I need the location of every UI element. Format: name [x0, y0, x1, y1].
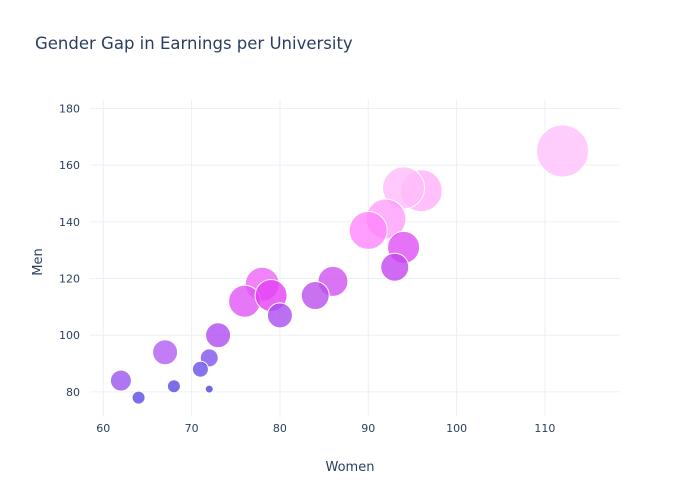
x-axis-label: Women [326, 460, 375, 475]
x-tick-label: 100 [446, 422, 467, 435]
x-tick-label: 110 [534, 422, 555, 435]
data-point[interactable] [152, 339, 179, 366]
data-point[interactable] [348, 210, 388, 250]
data-point[interactable] [205, 322, 232, 349]
y-tick-label: 140 [59, 216, 80, 229]
data-point[interactable] [300, 281, 330, 311]
y-tick-label: 180 [59, 103, 80, 116]
data-point[interactable] [380, 252, 410, 282]
data-point[interactable] [266, 302, 293, 329]
y-axis-ticks: 80 100 120 140 160 180 [59, 103, 80, 399]
data-point[interactable] [536, 124, 590, 178]
data-point[interactable] [109, 369, 132, 392]
chart-title: Gender Gap in Earnings per University [35, 34, 353, 53]
y-tick-label: 80 [66, 386, 80, 399]
x-axis-ticks: 60 70 80 90 100 110 [96, 422, 555, 435]
x-tick-label: 90 [361, 422, 375, 435]
y-axis-label: Men [31, 248, 46, 275]
x-tick-label: 80 [273, 422, 287, 435]
y-tick-label: 100 [59, 329, 80, 342]
data-points [109, 124, 590, 405]
y-tick-label: 120 [59, 273, 80, 286]
data-point[interactable] [166, 379, 181, 394]
data-point[interactable] [204, 384, 214, 394]
data-point[interactable] [191, 360, 209, 378]
x-tick-label: 70 [185, 422, 199, 435]
y-tick-label: 160 [59, 159, 80, 172]
data-point[interactable] [131, 390, 146, 405]
x-tick-label: 60 [96, 422, 110, 435]
